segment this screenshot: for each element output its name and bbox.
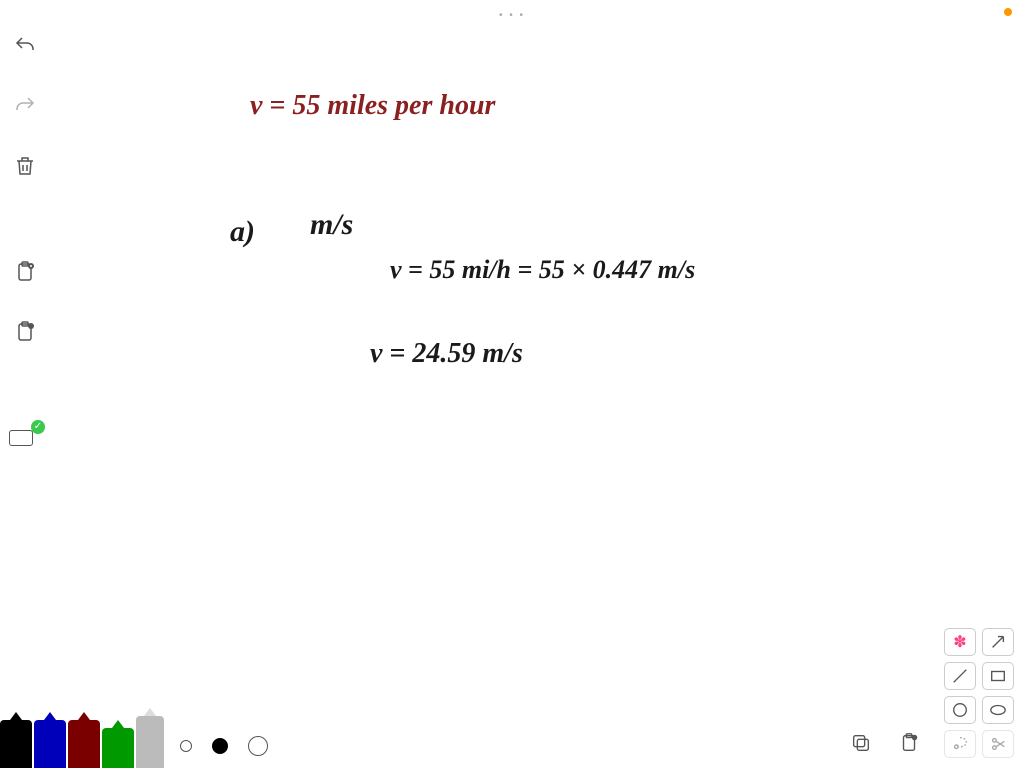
ellipse-button[interactable] (982, 696, 1014, 724)
arrow-button[interactable] (982, 628, 1014, 656)
circle-icon (951, 701, 969, 719)
line-button[interactable] (944, 662, 976, 690)
photo-button[interactable]: ✽ (944, 628, 976, 656)
scissors-icon (989, 735, 1007, 753)
trash-button[interactable] (9, 150, 41, 182)
hw-line-2b: m/s (310, 208, 353, 242)
redo-icon (13, 94, 37, 118)
clipboard-more-icon (13, 320, 37, 344)
clipboard-button[interactable] (894, 730, 924, 756)
pen-darkred[interactable] (68, 720, 100, 768)
bottom-extra-tools (846, 730, 924, 756)
hw-line-4: v = 24.59 m/s (370, 338, 523, 370)
canvas-area[interactable]: v = 55 miles per hour a) m/s v = 55 mi/h… (50, 30, 1024, 688)
rect-button[interactable] (982, 662, 1014, 690)
rectangle-icon (9, 430, 33, 446)
scissors-button[interactable] (982, 730, 1014, 758)
clipboard-icon (897, 732, 921, 754)
hw-line-3: v = 55 mi/h = 55 × 0.447 m/s (390, 255, 695, 285)
trash-icon (13, 154, 37, 178)
left-toolbar: ✓ (0, 20, 50, 454)
clipboard-add-icon (13, 260, 37, 284)
flower-icon: ✽ (953, 632, 966, 652)
status-indicator (1004, 8, 1012, 16)
pen-tray (0, 718, 166, 768)
check-badge-icon: ✓ (31, 420, 45, 434)
circle-button[interactable] (944, 696, 976, 724)
whiteboard-app: • • • ✓ v = 55 miles per hour (0, 0, 1024, 768)
stroke-size-picker (180, 736, 268, 756)
pen-eraser[interactable] (136, 716, 164, 768)
copy-button[interactable] (846, 730, 876, 756)
clipboard-add-button[interactable] (9, 256, 41, 288)
pen-black[interactable] (0, 720, 32, 768)
stroke-medium[interactable] (212, 738, 228, 754)
stroke-small[interactable] (180, 740, 192, 752)
shape-palette: ✽ (944, 628, 1014, 758)
lasso-button[interactable] (944, 730, 976, 758)
copy-icon (849, 732, 873, 754)
pen-green[interactable] (102, 728, 134, 768)
hw-line-1: v = 55 miles per hour (250, 90, 495, 122)
canvas-tool-button[interactable]: ✓ (9, 422, 41, 454)
rect-icon (989, 667, 1007, 685)
clipboard-more-button[interactable] (9, 316, 41, 348)
stroke-large[interactable] (248, 736, 268, 756)
undo-button[interactable] (9, 30, 41, 62)
line-icon (951, 667, 969, 685)
drag-handle[interactable]: • • • (499, 10, 525, 21)
undo-icon (13, 34, 37, 58)
lasso-icon (951, 735, 969, 753)
redo-button[interactable] (9, 90, 41, 122)
ellipse-icon (989, 701, 1007, 719)
hw-line-2a: a) (230, 215, 255, 249)
pen-blue[interactable] (34, 720, 66, 768)
arrow-icon (989, 633, 1007, 651)
